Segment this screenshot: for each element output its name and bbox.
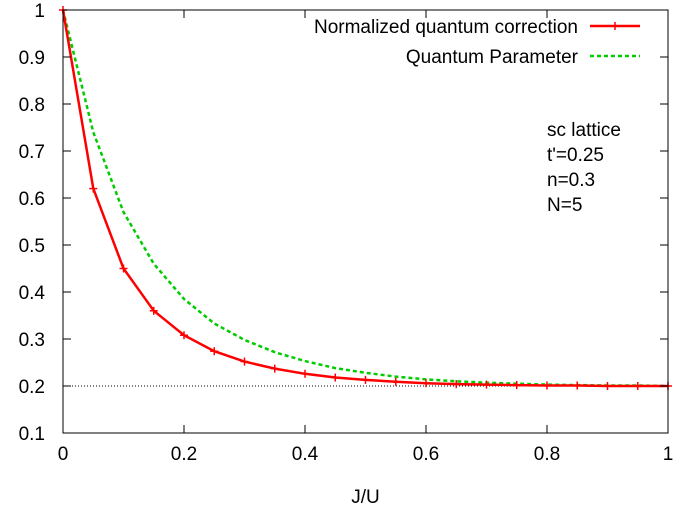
data-point [240, 357, 249, 366]
data-point [361, 375, 370, 384]
data-point [119, 264, 128, 273]
y-tick-label: 0.5 [19, 236, 45, 257]
y-tick-label: 0.3 [19, 330, 45, 351]
y-tick-label: 1 [34, 1, 45, 22]
annotation-block: sc lattice t'=0.25 n=0.3 N=5 [547, 120, 621, 216]
x-tick-label: 0.4 [292, 444, 319, 465]
data-point [512, 381, 521, 390]
data-point [89, 184, 98, 193]
x-tick-label: 0.8 [534, 444, 560, 465]
x-tick-label: 0.2 [171, 444, 197, 465]
data-point [452, 380, 461, 389]
annotation-line: sc lattice [547, 120, 621, 141]
ticks-layer: 0 0.2 0.4 0.6 0.8 1 0.1 0.2 0.3 0.4 0.5 0.6 0.7 0.8 0.… [19, 1, 674, 465]
x-tick-label: 0 [58, 444, 69, 465]
data-point [270, 364, 279, 373]
data-point [482, 380, 491, 389]
y-tick-label: 0.1 [19, 424, 45, 445]
legend: Normalized quantum correction Quantum Par… [314, 17, 640, 68]
data-point [543, 381, 551, 390]
data-point [422, 379, 430, 388]
data-point [633, 382, 642, 390]
plot-frame [62, 9, 669, 434]
annotation-line: n=0.3 [547, 170, 595, 191]
legend-label: Normalized quantum correction [314, 17, 578, 38]
y-tick-label: 0.7 [19, 142, 45, 163]
series-layer [59, 6, 672, 390]
y-tick-label: 0.6 [19, 189, 45, 210]
y-tick-label: 0.2 [19, 377, 45, 398]
annotation-line: t'=0.25 [547, 145, 604, 166]
x-tick-label: 1 [663, 444, 674, 465]
data-point [301, 369, 309, 378]
x-tick-label: 0.6 [413, 444, 439, 465]
x-axis-label: J/U [351, 487, 380, 508]
legend-label: Quantum Parameter [406, 47, 579, 68]
y-tick-label: 0.8 [19, 95, 45, 116]
y-tick-label: 0.4 [19, 283, 46, 304]
data-point [603, 382, 612, 390]
data-point [573, 381, 582, 390]
data-point [149, 306, 158, 315]
y-tick-label: 0.9 [19, 48, 45, 69]
data-point [331, 373, 340, 382]
data-point [391, 377, 400, 386]
annotation-line: N=5 [547, 195, 582, 216]
data-point [210, 347, 219, 356]
data-point [180, 331, 188, 340]
